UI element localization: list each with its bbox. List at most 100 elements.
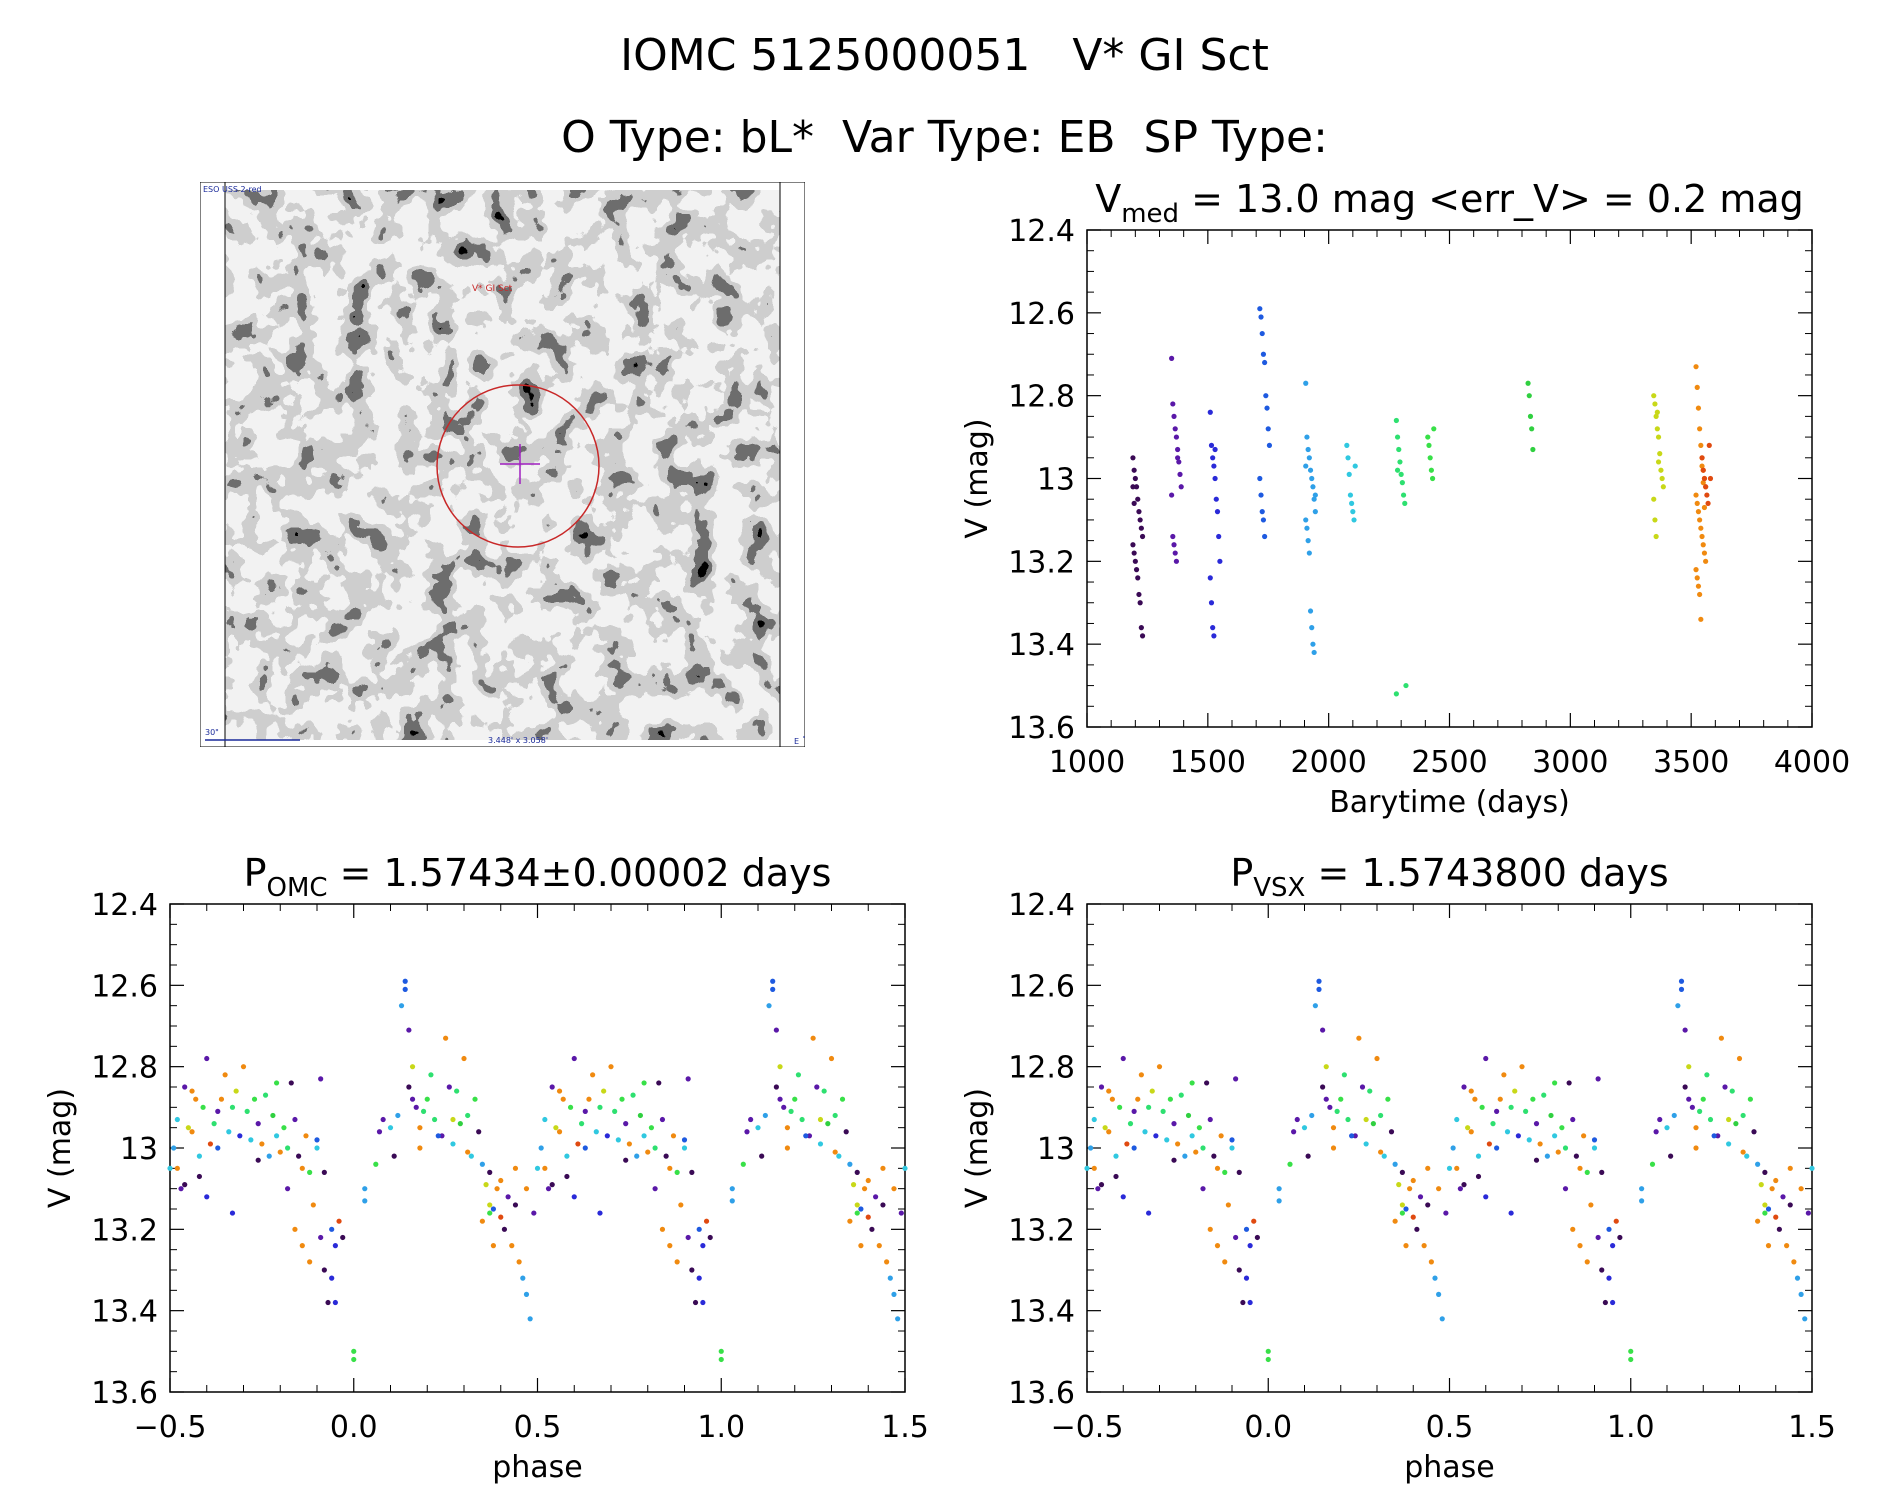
data-point [1658, 467, 1664, 473]
data-point [641, 1133, 647, 1139]
data-point [1654, 426, 1660, 432]
data-point [1356, 1035, 1362, 1041]
data-point [1657, 1116, 1663, 1123]
data-point [692, 1299, 699, 1306]
data-point [1309, 475, 1315, 482]
data-point [443, 1035, 449, 1041]
data-point [1698, 616, 1704, 622]
data-point [850, 1182, 857, 1188]
data-point [1393, 417, 1399, 424]
x-tick-label: 0.5 [514, 1410, 562, 1445]
data-point [1138, 1072, 1144, 1078]
data-point [1610, 1243, 1616, 1249]
data-point [788, 1108, 794, 1114]
data-point [1429, 475, 1436, 482]
y-tick-label: 13.4 [91, 1295, 158, 1330]
data-point [740, 1161, 746, 1167]
data-point [1584, 1259, 1590, 1265]
data-point [1304, 434, 1310, 440]
data-point [1707, 475, 1714, 482]
data-point [1497, 1096, 1503, 1102]
data-point [1541, 1092, 1547, 1098]
data-point [196, 1153, 202, 1159]
data-point [1494, 1145, 1500, 1151]
data-point [373, 1161, 379, 1167]
data-point [487, 1202, 493, 1208]
data-point [1711, 1133, 1717, 1139]
data-point [1443, 1210, 1449, 1216]
data-point [681, 1145, 688, 1151]
data-point [1694, 500, 1700, 506]
data-point [1693, 1125, 1699, 1131]
y-tick-label: 12.4 [1008, 214, 1075, 249]
data-point [895, 1316, 901, 1322]
data-point [409, 1064, 416, 1070]
data-point [1243, 1275, 1250, 1281]
data-point [398, 1003, 405, 1009]
data-point [1131, 550, 1137, 556]
data-point [1216, 533, 1222, 540]
data-point [847, 1218, 853, 1224]
data-point [472, 1096, 478, 1102]
data-point [817, 1141, 824, 1147]
data-point [1106, 1088, 1112, 1094]
data-point [1639, 1198, 1645, 1204]
data-point [1263, 393, 1269, 399]
x-axis-label: phase [1404, 1450, 1495, 1485]
data-point [1258, 314, 1264, 320]
data-point [1655, 434, 1662, 440]
data-point [498, 1177, 504, 1184]
data-point [248, 1137, 254, 1143]
plot-title-main: P [1230, 851, 1253, 895]
data-point [1363, 1141, 1369, 1147]
data-point [1552, 1080, 1558, 1086]
data-point [1137, 600, 1143, 606]
data-point [821, 1088, 827, 1094]
data-point [229, 1210, 236, 1216]
data-point [1305, 446, 1311, 453]
data-point [891, 1291, 897, 1297]
data-point [1294, 1116, 1300, 1123]
data-point [402, 978, 408, 984]
data-point [1697, 426, 1703, 432]
data-point [567, 1104, 574, 1110]
data-point [1257, 306, 1263, 312]
data-point [1265, 426, 1271, 432]
y-axis-label: V (mag) [960, 418, 995, 538]
data-point [1265, 1348, 1271, 1354]
data-point [1247, 1299, 1253, 1306]
data-point [215, 1145, 221, 1151]
data-point [858, 1206, 864, 1212]
data-point [1399, 1169, 1405, 1175]
data-point [435, 1133, 441, 1139]
data-point [1472, 1096, 1478, 1102]
data-point [659, 1116, 666, 1123]
data-point [696, 1275, 702, 1281]
data-point [593, 1129, 599, 1135]
data-point [1705, 500, 1711, 506]
data-point [1310, 641, 1316, 647]
data-point [1570, 1116, 1576, 1123]
data-point [1703, 484, 1709, 490]
data-point [307, 1169, 313, 1175]
data-point [1139, 633, 1146, 639]
data-point [1349, 1133, 1355, 1139]
y-tick-label: 13 [120, 1132, 158, 1167]
data-point [1432, 1275, 1438, 1281]
data-point [329, 1275, 335, 1281]
data-point [420, 1108, 427, 1114]
data-point [1461, 1084, 1467, 1090]
data-point [1394, 467, 1401, 473]
data-point [1388, 1129, 1395, 1135]
data-point [1345, 1116, 1351, 1123]
data-point [1149, 1088, 1155, 1094]
data-point [1211, 633, 1217, 639]
data-point [556, 1129, 563, 1135]
data-point [266, 1153, 272, 1159]
data-point [1346, 471, 1352, 477]
data-point [1693, 1145, 1699, 1151]
data-point [1352, 463, 1358, 469]
data-point [1693, 567, 1699, 573]
data-point [630, 1092, 636, 1098]
data-point [678, 1202, 684, 1208]
